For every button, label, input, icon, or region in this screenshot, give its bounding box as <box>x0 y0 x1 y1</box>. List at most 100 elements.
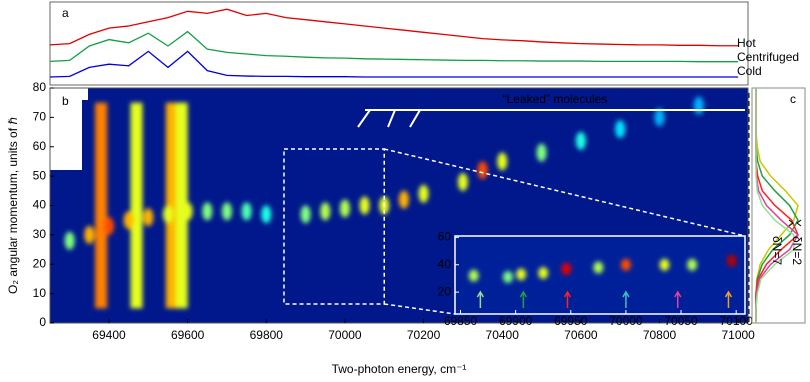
x-tick-label: 69900 <box>499 314 533 328</box>
spectrum-line <box>49 30 739 63</box>
legend-label: Hot <box>737 36 756 50</box>
spot <box>516 268 527 281</box>
spot <box>620 258 631 271</box>
x-tick-label: 69400 <box>92 328 126 342</box>
arrow <box>622 290 630 308</box>
band <box>175 102 188 309</box>
y-tick-label: 70 <box>33 110 47 124</box>
x-tick-label: 69850 <box>444 314 478 328</box>
y-tick-label: 60 <box>438 230 452 244</box>
spot <box>497 152 508 171</box>
arrow <box>724 290 733 308</box>
spot <box>398 190 409 209</box>
spot <box>538 266 549 279</box>
zoom-line <box>384 303 456 315</box>
frame <box>454 235 746 315</box>
spot <box>726 254 737 267</box>
distribution-line <box>755 88 795 323</box>
panel-label: b <box>62 94 69 108</box>
spot <box>615 120 626 139</box>
arrow <box>519 290 528 308</box>
panel-label: c <box>790 92 796 106</box>
heatmap-bg <box>455 236 745 314</box>
x-tick-label: 70000 <box>609 314 643 328</box>
heatmap <box>50 88 748 323</box>
y-tick-label: 60 <box>33 139 47 153</box>
y-tick-label: 0 <box>39 315 46 329</box>
spot <box>575 131 586 150</box>
x-axis-label: Two-photon energy, cm⁻¹ <box>332 362 467 376</box>
x-tick-label: 69600 <box>171 328 205 342</box>
arrow <box>476 290 485 308</box>
spot <box>593 261 604 274</box>
spot <box>693 96 704 115</box>
spot <box>320 202 331 221</box>
spot <box>162 205 173 224</box>
y-tick-label: 40 <box>33 198 47 212</box>
panel-frame <box>49 1 749 86</box>
panel-label: a <box>62 6 69 20</box>
band <box>165 102 178 309</box>
spot <box>103 217 114 236</box>
empty-region <box>50 88 88 170</box>
spot <box>261 205 272 224</box>
x-tick-label: 69950 <box>554 314 588 328</box>
spot <box>418 184 429 203</box>
x-tick-label: 70100 <box>719 314 753 328</box>
zoom-line <box>384 148 746 237</box>
arrow <box>674 290 682 308</box>
y-tick-label: 20 <box>33 256 47 270</box>
x-tick-label: 70050 <box>664 314 698 328</box>
spectrum-line <box>49 50 739 78</box>
spot <box>561 262 572 275</box>
y-tick-label: 40 <box>438 257 452 271</box>
panel-bg <box>751 87 806 324</box>
spot <box>221 202 232 221</box>
x-tick-label: 70400 <box>486 328 520 342</box>
spot <box>477 161 488 180</box>
spot <box>182 202 193 221</box>
legend-label: Cold <box>737 64 762 78</box>
y-tick-label: 50 <box>33 168 47 182</box>
spot <box>241 202 252 221</box>
spot <box>300 205 311 224</box>
annotation: “Leaked” molecules <box>503 92 608 106</box>
y-tick-label: 80 <box>33 80 47 94</box>
zoom-box <box>283 148 386 305</box>
y-tick-label: 30 <box>33 227 47 241</box>
band <box>130 102 143 309</box>
annotation: δN=2 <box>790 236 804 265</box>
y-axis-label: O₂ angular momentum, units of ℏ <box>6 117 20 294</box>
legend-label: Centrifuged <box>737 50 799 64</box>
spot <box>143 208 154 227</box>
x-tick-label: 70000 <box>328 328 362 342</box>
spot <box>359 196 370 215</box>
arrow <box>563 290 572 308</box>
leader-line <box>357 109 745 128</box>
x-tick-label: 71000 <box>721 328 755 342</box>
spot <box>687 258 698 271</box>
spot <box>468 269 479 282</box>
annotation: δN=7 <box>770 236 784 265</box>
spot <box>536 143 547 162</box>
x-tick-label: 69800 <box>250 328 284 342</box>
spot <box>84 225 95 244</box>
spots <box>468 254 737 284</box>
spot <box>457 173 468 191</box>
spot <box>202 202 213 221</box>
spectrum-line <box>49 8 739 47</box>
x-tick-label: 70600 <box>564 328 598 342</box>
arrow <box>788 219 802 227</box>
y-tick-label: 20 <box>438 284 452 298</box>
spot <box>64 231 75 250</box>
band <box>95 102 108 309</box>
spot <box>339 199 350 218</box>
spot <box>659 258 670 271</box>
spot <box>654 108 665 127</box>
heatmap <box>455 236 745 314</box>
x-tick-label: 70800 <box>643 328 677 342</box>
spot <box>502 271 513 284</box>
x-tick-label: 70200 <box>407 328 441 342</box>
